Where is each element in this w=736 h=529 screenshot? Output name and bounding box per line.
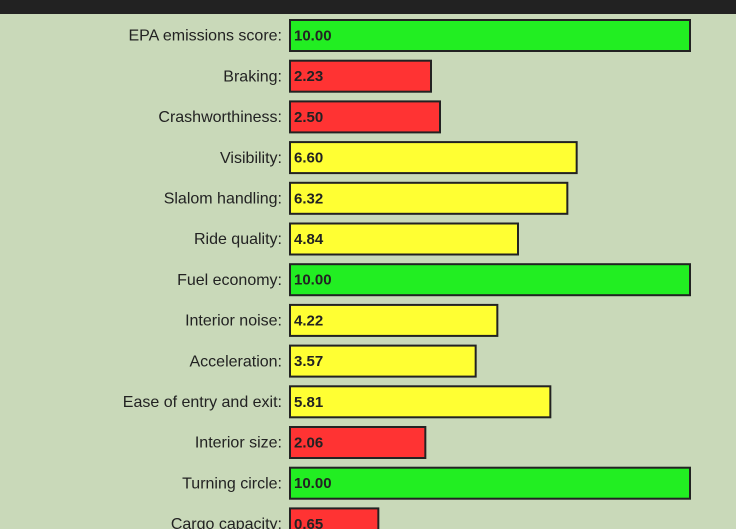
bar xyxy=(289,263,691,297)
value-label: 2.50 xyxy=(294,109,323,126)
value-label: 3.57 xyxy=(294,353,323,370)
bar xyxy=(289,222,519,256)
bar xyxy=(289,181,569,215)
bar xyxy=(289,100,441,134)
value-label: 10.00 xyxy=(294,27,332,44)
value-label: 10.00 xyxy=(294,475,332,492)
value-label: 5.81 xyxy=(294,394,323,411)
value-label: 2.23 xyxy=(294,68,323,85)
category-label: Interior size: xyxy=(195,435,282,452)
category-label: Fuel economy: xyxy=(177,272,282,289)
value-label: 10.00 xyxy=(294,272,332,289)
category-label: Acceleration: xyxy=(190,353,283,370)
bar xyxy=(289,426,427,459)
value-label: 6.32 xyxy=(294,190,323,207)
bar xyxy=(289,385,552,419)
bar xyxy=(289,507,380,529)
value-label: 0.65 xyxy=(294,516,323,529)
bar xyxy=(289,344,477,378)
category-label: Crashworthiness: xyxy=(158,109,282,126)
bar xyxy=(289,19,691,52)
value-label: 2.06 xyxy=(294,434,323,451)
value-label: 4.22 xyxy=(294,312,323,329)
category-label: Ease of entry and exit: xyxy=(123,394,282,411)
category-label: Turning circle: xyxy=(182,475,282,492)
category-label: Braking: xyxy=(223,68,282,85)
category-label: Visibility: xyxy=(220,150,282,167)
category-label: Slalom handling: xyxy=(164,191,282,208)
category-label: Ride quality: xyxy=(194,231,282,248)
category-label: Cargo capacity: xyxy=(171,516,282,529)
value-label: 4.84 xyxy=(294,231,324,248)
bar xyxy=(289,466,691,500)
bar xyxy=(289,303,499,337)
category-label: Interior noise: xyxy=(185,313,282,330)
category-label: EPA emissions score: xyxy=(128,28,282,45)
bar xyxy=(289,141,578,175)
bar xyxy=(289,59,432,93)
top-bar xyxy=(0,0,736,14)
value-label: 6.60 xyxy=(294,150,323,167)
